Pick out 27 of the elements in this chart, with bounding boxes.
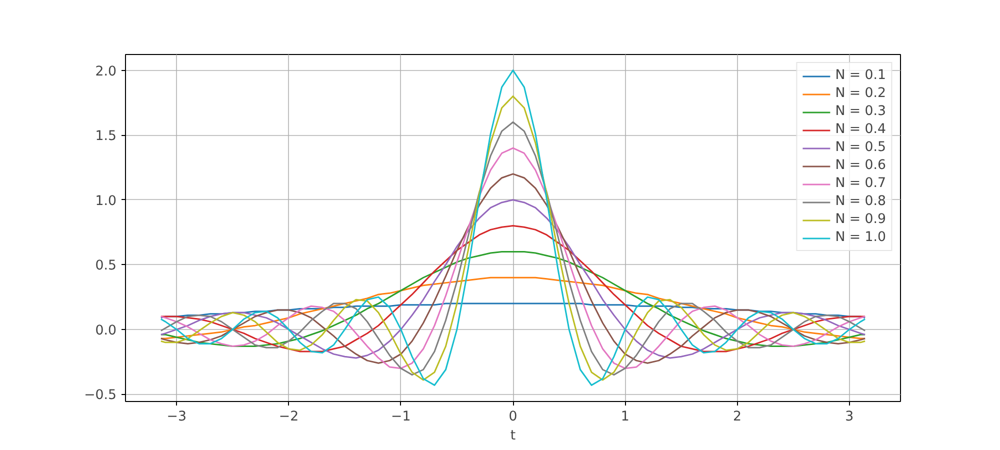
y-tick-label: 1.5 xyxy=(95,129,117,144)
legend-label: N = 0.6 xyxy=(835,158,886,173)
x-tick-label: −1 xyxy=(391,410,411,424)
x-tick-label: −3 xyxy=(166,410,186,424)
legend-label: N = 0.8 xyxy=(835,194,886,209)
y-tick-label: 0.5 xyxy=(95,258,117,274)
y-tick-label: 1.0 xyxy=(95,194,117,209)
legend-label: N = 0.2 xyxy=(835,86,886,101)
line-series xyxy=(160,225,866,352)
y-tick-label: −0.5 xyxy=(84,388,117,404)
legend-label: N = 0.4 xyxy=(835,122,886,137)
x-tick-label: −2 xyxy=(278,410,299,424)
y-tick-label: 2.0 xyxy=(95,64,117,80)
x-tick-label: 0 xyxy=(508,410,518,424)
legend-label: N = 0.3 xyxy=(835,104,886,119)
x-axis-title: t xyxy=(510,428,516,444)
legend-label: N = 0.7 xyxy=(835,176,886,191)
x-tick-label: 1 xyxy=(620,410,630,424)
y-tick-label: 0.0 xyxy=(95,323,117,338)
legend-label: N = 0.1 xyxy=(835,68,886,83)
legend-label: N = 1.0 xyxy=(835,230,886,245)
legend-label: N = 0.5 xyxy=(835,140,886,155)
x-tick-label: 3 xyxy=(845,410,854,424)
line-series xyxy=(160,250,866,348)
line-series xyxy=(160,276,866,340)
x-tick-label: 2 xyxy=(733,410,742,424)
legend-label: N = 0.9 xyxy=(835,212,886,227)
